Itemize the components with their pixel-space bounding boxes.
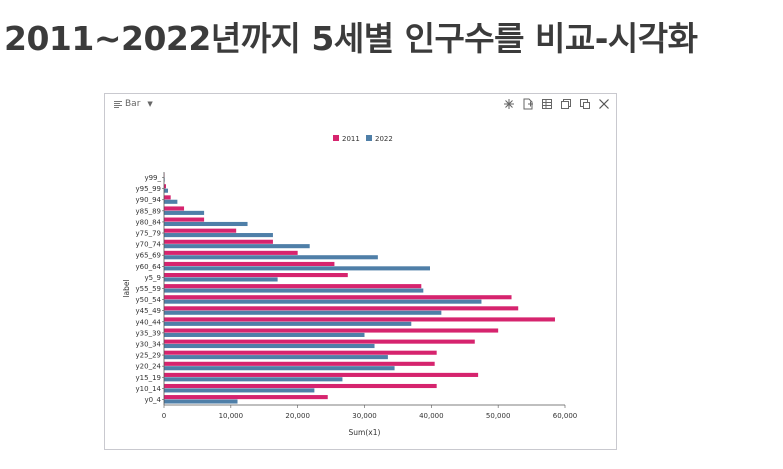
- x-tick-label: 20,000: [285, 412, 310, 420]
- bar-chart-icon: [114, 100, 122, 109]
- bar-2011-y25_29: [164, 350, 437, 355]
- bar-2011-y15_19: [164, 372, 479, 377]
- category-label: y35_39: [136, 329, 161, 337]
- category-label: y45_49: [136, 307, 161, 315]
- category-label: y30_34: [136, 340, 162, 348]
- bar-2011-y55_59: [164, 284, 422, 289]
- chevron-down-icon: ▼: [147, 100, 153, 108]
- category-label: y40_44: [136, 318, 162, 326]
- bar-2011-y35_39: [164, 328, 499, 333]
- bar-2022-y60_64: [164, 266, 430, 271]
- chart-panel: Bar ▼ 2011 2022 y0_4 y10_14 y15_19 y20_2: [104, 93, 617, 450]
- bar-2022-y90_94: [164, 199, 178, 204]
- bar-2011-y80_84: [164, 217, 205, 222]
- bar-2011-y70_74: [164, 239, 273, 244]
- bar-2022-y65_69: [164, 255, 378, 260]
- bar-2011-y90_94: [164, 195, 171, 200]
- bar-2022-y15_19: [164, 377, 343, 382]
- bar-2011-y0_4: [164, 395, 328, 400]
- category-label: y15_19: [136, 374, 161, 382]
- x-tick-label: 50,000: [486, 412, 511, 420]
- page-title: 2011~2022년까지 5세별 인구수를 비교-시각화: [4, 19, 698, 58]
- bar-2011-y40_44: [164, 317, 555, 322]
- category-label: y10_14: [136, 385, 162, 393]
- bar-chart: 2011 2022 y0_4 y10_14 y15_19 y20_24 y25_29 y30_…: [122, 135, 578, 437]
- chart-type-select[interactable]: Bar ▼: [114, 99, 153, 109]
- category-label: y50_54: [136, 296, 162, 304]
- duplicate-icon[interactable]: [578, 97, 591, 110]
- category-label: y95_99: [136, 185, 161, 193]
- crosshair-icon[interactable]: [502, 97, 515, 110]
- legend-swatch: [333, 135, 339, 141]
- bar-2022-y0_4: [164, 399, 238, 404]
- y-axis-label: label: [122, 279, 131, 297]
- bar-2011-y50_54: [164, 295, 512, 300]
- category-label: y75_79: [136, 230, 161, 238]
- category-label: y5_9: [144, 274, 161, 282]
- bar-2011-y45_49: [164, 306, 519, 311]
- bar-2022-y80_84: [164, 221, 248, 227]
- category-label: y99_: [144, 174, 161, 182]
- category-label: y80_84: [136, 218, 162, 226]
- close-icon[interactable]: [597, 97, 610, 110]
- export-file-icon[interactable]: [521, 97, 534, 110]
- bar-2022-y30_34: [164, 343, 375, 349]
- bar-2011-y20_24: [164, 361, 435, 366]
- x-tick-label: 60,000: [553, 412, 578, 420]
- bar-2022-y25_29: [164, 355, 388, 360]
- category-label: y20_24: [136, 363, 162, 371]
- x-tick-label: 10,000: [219, 412, 244, 420]
- bar-2011-y65_69: [164, 250, 298, 255]
- legend: 2011 2022: [333, 135, 393, 143]
- legend-label: 2022: [375, 135, 393, 143]
- x-axis-label: Sum(x1): [349, 428, 381, 437]
- bar-2022-y75_79: [164, 233, 273, 238]
- bar-2022-y95_99: [164, 188, 169, 193]
- category-label: y55_59: [136, 285, 161, 293]
- category-label: y25_29: [136, 352, 161, 360]
- bar-2011-y60_64: [164, 261, 335, 267]
- x-tick-label: 40,000: [419, 412, 444, 420]
- chart-type-label: Bar: [125, 99, 141, 109]
- bar-2011-y5_9: [164, 273, 348, 278]
- bar-2022-y10_14: [164, 388, 315, 393]
- bar-2011-y75_79: [164, 228, 237, 233]
- category-label: y70_74: [136, 241, 162, 249]
- category-label: y0_4: [144, 396, 161, 404]
- bar-2022-y35_39: [164, 332, 365, 337]
- legend-label: 2011: [342, 135, 360, 143]
- bar-2022-y45_49: [164, 310, 442, 315]
- bar-2011-y85_89: [164, 206, 185, 211]
- category-label: y60_64: [136, 263, 162, 271]
- bar-2011-y95_99: [164, 184, 167, 189]
- bar-2022-y50_54: [164, 299, 482, 304]
- copy-icon[interactable]: [559, 97, 572, 110]
- bar-2022-y20_24: [164, 366, 395, 371]
- chart-toolbar: Bar ▼: [105, 94, 616, 116]
- x-tick-label: 0: [162, 412, 166, 420]
- bar-2011-y10_14: [164, 383, 437, 389]
- category-label: y90_94: [136, 196, 162, 204]
- bar-2022-y55_59: [164, 288, 424, 293]
- bar-2022-y70_74: [164, 244, 310, 249]
- bar-2022-y5_9: [164, 277, 278, 282]
- category-label: y65_69: [136, 252, 161, 260]
- bar-2022-y85_89: [164, 210, 205, 215]
- category-label: y85_89: [136, 207, 161, 215]
- bar-2022-y40_44: [164, 321, 412, 326]
- legend-swatch: [366, 135, 372, 141]
- table-icon[interactable]: [540, 97, 553, 110]
- x-tick-label: 30,000: [352, 412, 377, 420]
- bar-2011-y30_34: [164, 339, 475, 344]
